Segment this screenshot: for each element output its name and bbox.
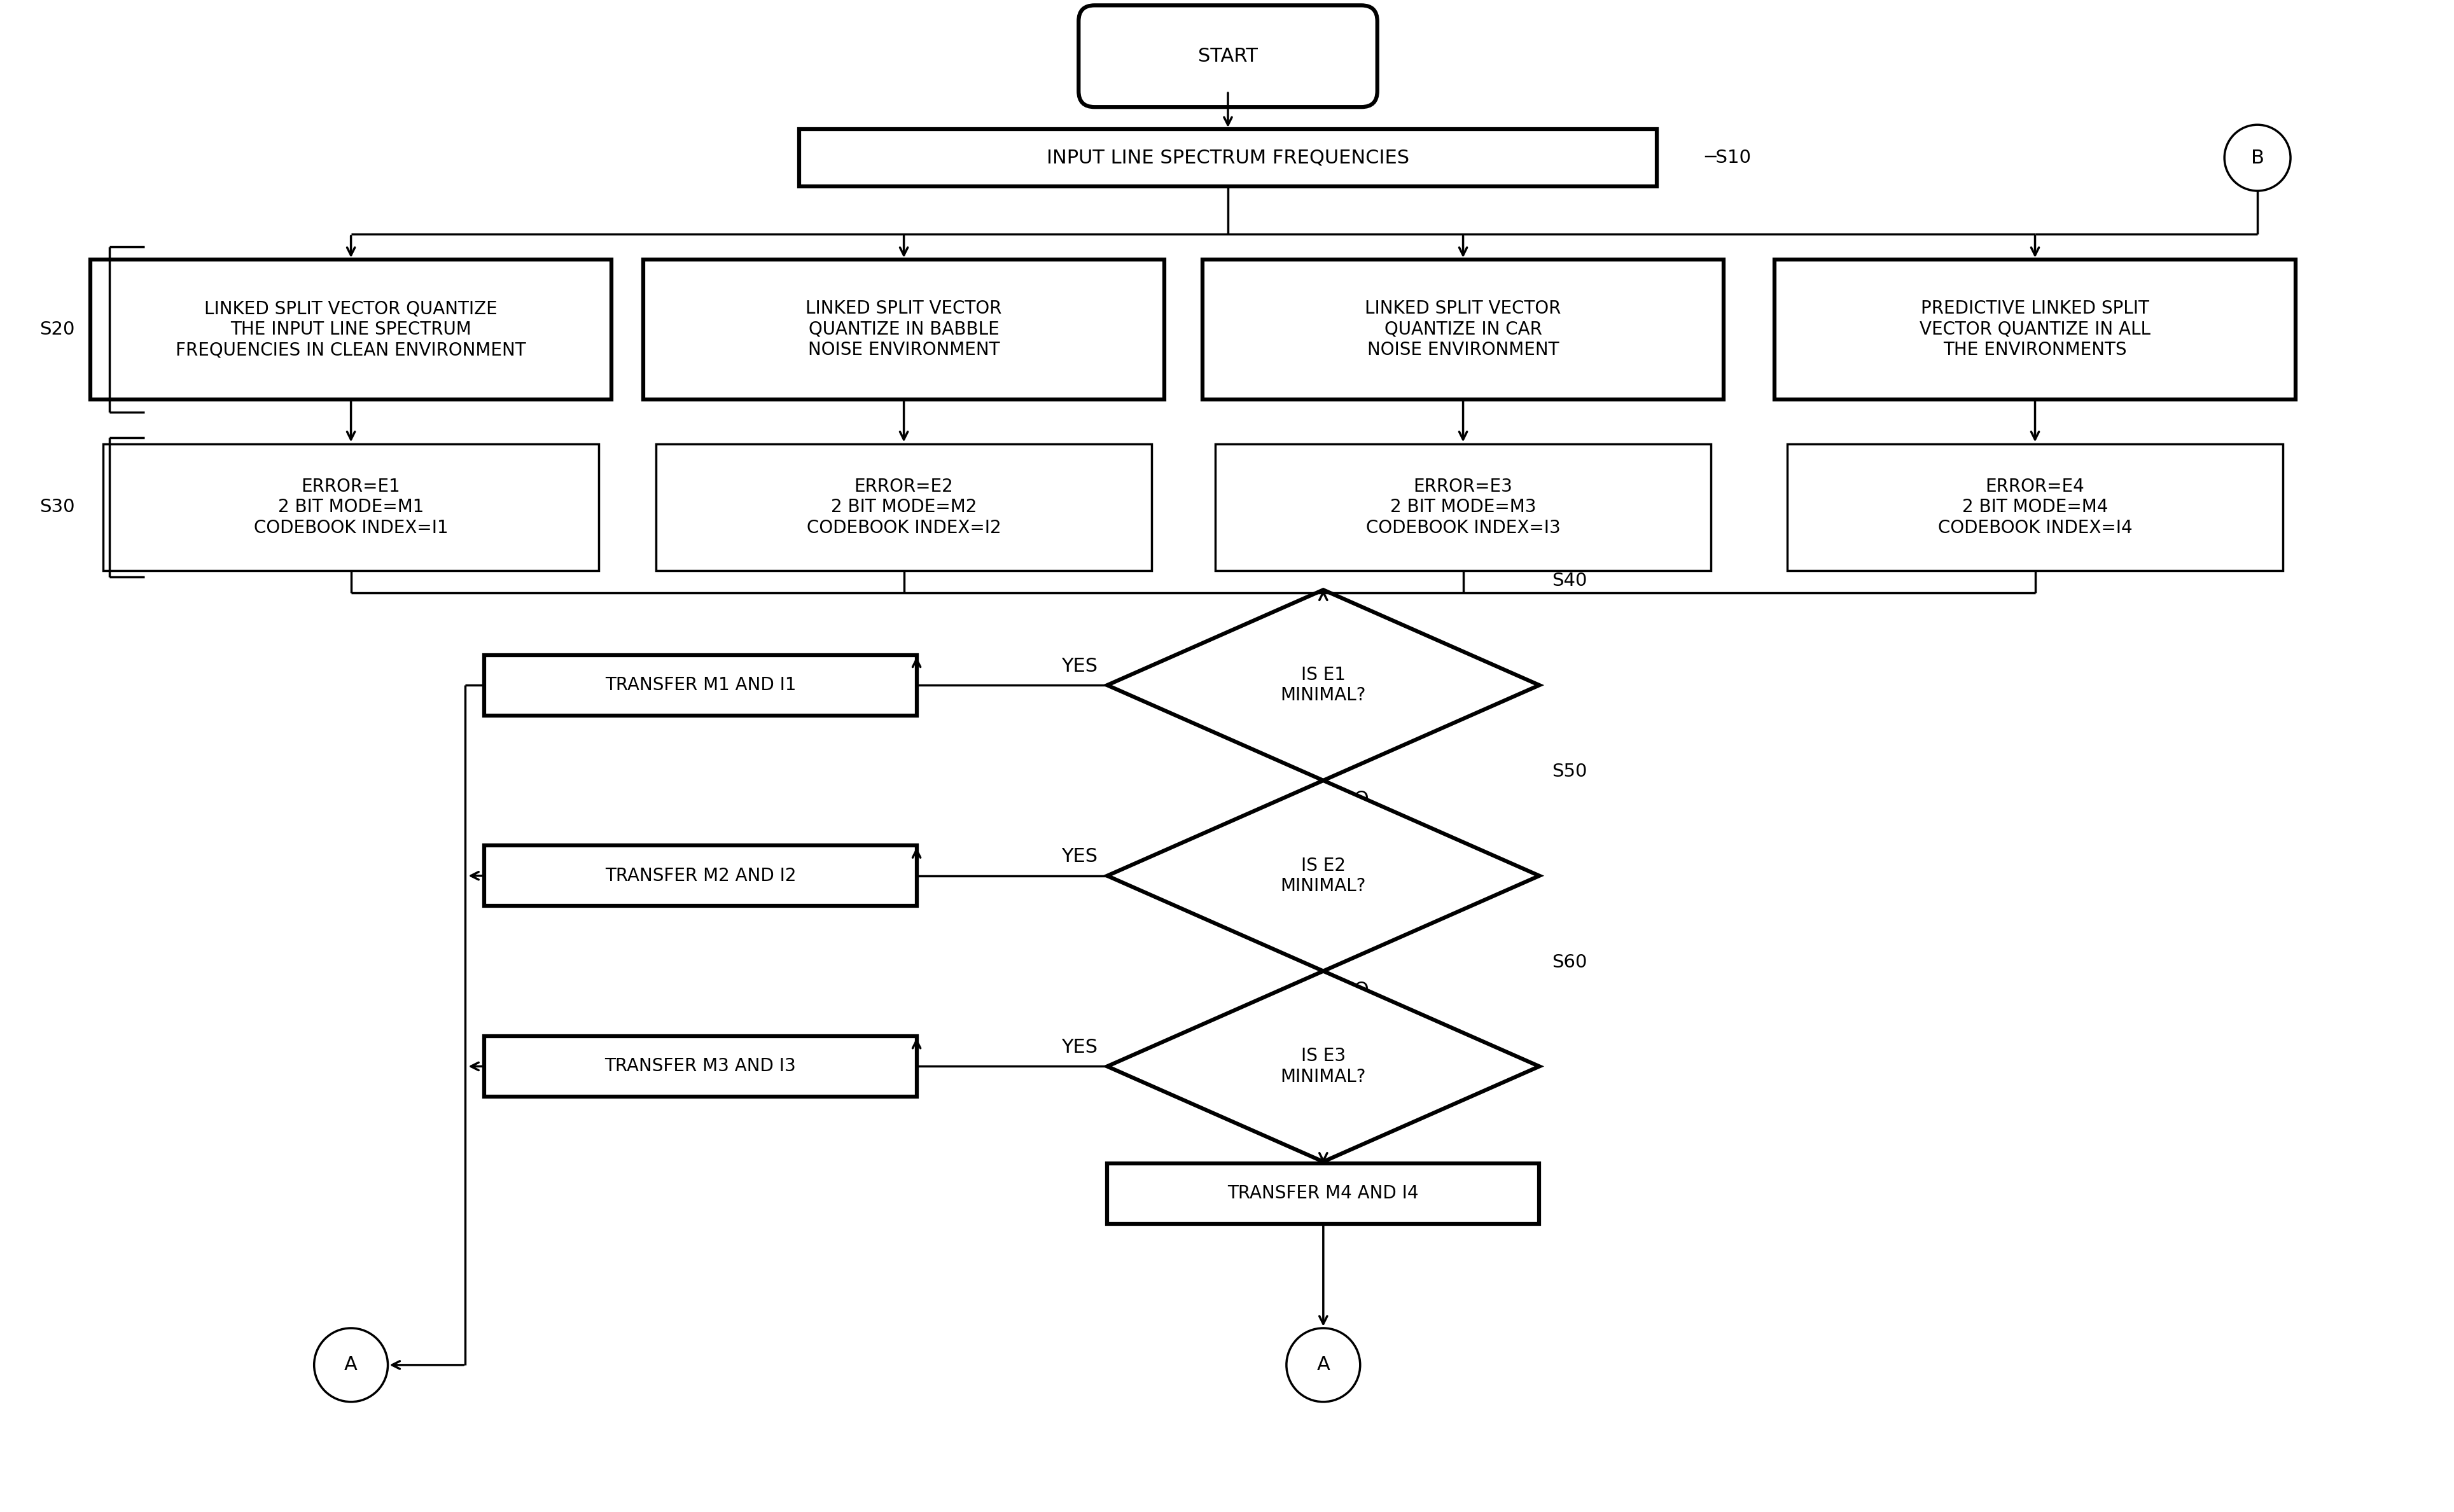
Bar	[1107, 1163, 1539, 1223]
Circle shape	[1286, 1328, 1360, 1402]
Bar	[800, 129, 1656, 186]
Text: S20: S20	[39, 321, 74, 339]
Text: IS E1
MINIMAL?: IS E1 MINIMAL?	[1281, 665, 1367, 705]
Text: A: A	[344, 1356, 358, 1374]
Circle shape	[2223, 125, 2290, 191]
Text: START: START	[1198, 47, 1259, 65]
Text: ERROR=E4
2 BIT MODE=M4
CODEBOOK INDEX=I4: ERROR=E4 2 BIT MODE=M4 CODEBOOK INDEX=I4	[1939, 478, 2133, 537]
Bar	[1215, 443, 1710, 572]
Text: YES: YES	[1060, 848, 1097, 866]
Circle shape	[314, 1328, 388, 1402]
Text: TRANSFER M2 AND I2: TRANSFER M2 AND I2	[604, 866, 795, 885]
Bar	[643, 260, 1163, 399]
Text: INPUT LINE SPECTRUM FREQUENCIES: INPUT LINE SPECTRUM FREQUENCIES	[1045, 148, 1409, 166]
Text: NO: NO	[1340, 981, 1369, 999]
Text: YES: YES	[1060, 656, 1097, 676]
Text: A: A	[1318, 1356, 1330, 1374]
Bar	[655, 443, 1151, 572]
Bar	[1787, 443, 2282, 572]
Text: ERROR=E1
2 BIT MODE=M1
CODEBOOK INDEX=I1: ERROR=E1 2 BIT MODE=M1 CODEBOOK INDEX=I1	[253, 478, 449, 537]
Text: S30: S30	[39, 499, 76, 516]
Polygon shape	[1107, 780, 1539, 971]
Text: S40: S40	[1551, 572, 1588, 590]
Text: ERROR=E3
2 BIT MODE=M3
CODEBOOK INDEX=I3: ERROR=E3 2 BIT MODE=M3 CODEBOOK INDEX=I3	[1367, 478, 1561, 537]
Text: LINKED SPLIT VECTOR
QUANTIZE IN BABBLE
NOISE ENVIRONMENT: LINKED SPLIT VECTOR QUANTIZE IN BABBLE N…	[805, 299, 1001, 358]
Text: IS E2
MINIMAL?: IS E2 MINIMAL?	[1281, 857, 1367, 895]
Text: ─S10: ─S10	[1706, 148, 1752, 166]
Polygon shape	[1107, 971, 1539, 1161]
Text: TRANSFER M1 AND I1: TRANSFER M1 AND I1	[604, 676, 795, 694]
Text: PREDICTIVE LINKED SPLIT
VECTOR QUANTIZE IN ALL
THE ENVIRONMENTS: PREDICTIVE LINKED SPLIT VECTOR QUANTIZE …	[1919, 299, 2150, 358]
Bar	[1774, 260, 2294, 399]
Text: IS E3
MINIMAL?: IS E3 MINIMAL?	[1281, 1048, 1367, 1086]
Text: NO: NO	[1340, 791, 1369, 809]
Bar	[483, 845, 915, 906]
Text: B: B	[2250, 148, 2265, 166]
Bar	[103, 443, 599, 572]
Text: TRANSFER M3 AND I3: TRANSFER M3 AND I3	[604, 1057, 795, 1075]
Text: LINKED SPLIT VECTOR QUANTIZE
THE INPUT LINE SPECTRUM
FREQUENCIES IN CLEAN ENVIRO: LINKED SPLIT VECTOR QUANTIZE THE INPUT L…	[177, 299, 525, 358]
Text: NO: NO	[1340, 1172, 1369, 1190]
Bar	[483, 655, 915, 715]
Text: LINKED SPLIT VECTOR
QUANTIZE IN CAR
NOISE ENVIRONMENT: LINKED SPLIT VECTOR QUANTIZE IN CAR NOIS…	[1364, 299, 1561, 358]
Bar	[91, 260, 611, 399]
Polygon shape	[1107, 590, 1539, 780]
Bar	[483, 1036, 915, 1096]
Bar	[1202, 260, 1723, 399]
Text: YES: YES	[1060, 1039, 1097, 1057]
Text: ERROR=E2
2 BIT MODE=M2
CODEBOOK INDEX=I2: ERROR=E2 2 BIT MODE=M2 CODEBOOK INDEX=I2	[807, 478, 1001, 537]
FancyBboxPatch shape	[1080, 6, 1377, 107]
Text: TRANSFER M4 AND I4: TRANSFER M4 AND I4	[1227, 1184, 1418, 1202]
Text: S50: S50	[1551, 762, 1588, 780]
Text: S60: S60	[1551, 953, 1588, 971]
